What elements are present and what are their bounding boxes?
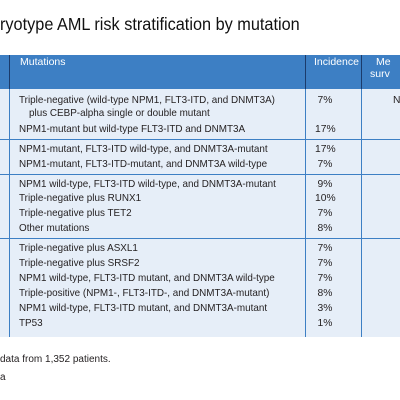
mutation-cell: NPM1 wild-type, FLT3-ITD mutant, and DNM… [19, 303, 268, 314]
table-row: Other mutations 8% [0, 221, 400, 236]
group-divider [0, 139, 400, 140]
incidence-cell: 8% [317, 288, 333, 299]
survival-cell: N [393, 95, 400, 106]
mutation-cell: NPM1-mutant but wild-type FLT3-ITD and D… [19, 124, 246, 135]
table-row: TP53 1% [0, 316, 400, 331]
table-row: NPM1 wild-type, FLT3-ITD mutant, and DNM… [0, 271, 400, 286]
table-row: NPM1-mutant, FLT3-ITD wild-type, and DNM… [0, 142, 400, 157]
incidence-cell: 9% [317, 179, 333, 190]
mutation-cell: Triple-positive (NPM1-, FLT3-ITD-, and D… [19, 288, 270, 299]
table-row: Triple-negative plus TET2 7% [0, 206, 400, 221]
header-divider [361, 55, 362, 89]
mutation-cell: Triple-negative plus RUNX1 [19, 193, 142, 204]
group-divider [0, 238, 400, 239]
table-header: Mutations Incidence Me surv [0, 55, 400, 89]
header-divider [9, 55, 10, 89]
table-row: NPM1 wild-type, FLT3-ITD wild-type, and … [0, 177, 400, 192]
mutation-cell: Triple-negative (wild-type NPM1, FLT3-IT… [19, 95, 275, 106]
mutation-cell: NPM1 wild-type, FLT3-ITD wild-type, and … [19, 179, 276, 190]
incidence-cell: 7% [317, 159, 333, 170]
footnote: a [0, 372, 6, 383]
incidence-column-header: Incidence [314, 56, 359, 68]
incidence-cell: 10% [315, 193, 336, 204]
table-row: Triple-negative plus RUNX1 10% [0, 191, 400, 206]
table-row: NPM1 wild-type, FLT3-ITD mutant, and DNM… [0, 301, 400, 316]
incidence-cell: 7% [317, 243, 333, 254]
survival-column-header-line2: surv [370, 68, 390, 80]
mutation-cell: Triple-negative plus ASXL1 [19, 243, 138, 254]
mutations-column-header: Mutations [20, 56, 66, 68]
mutation-cell: NPM1 wild-type, FLT3-ITD mutant, and DNM… [19, 273, 275, 284]
incidence-cell: 7% [317, 208, 333, 219]
table-title: ryotype AML risk stratification by mutat… [0, 14, 300, 34]
incidence-cell: 1% [317, 318, 333, 329]
incidence-cell: 17% [315, 144, 336, 155]
table-row: NPM1-mutant, FLT3-ITD-mutant, and DNMT3A… [0, 157, 400, 172]
table-row: NPM1-mutant but wild-type FLT3-ITD and D… [0, 122, 400, 137]
column-divider [361, 89, 362, 337]
footnote: data from 1,352 patients. [0, 354, 111, 365]
group-divider [0, 174, 400, 175]
table-row: Triple-negative plus ASXL1 7% [0, 241, 400, 256]
incidence-cell: 8% [317, 223, 333, 234]
mutation-risk-table: Mutations Incidence Me surv Triple-negat… [0, 55, 400, 337]
table-row: Triple-positive (NPM1-, FLT3-ITD-, and D… [0, 286, 400, 301]
column-divider [9, 89, 10, 337]
incidence-cell: 7% [317, 273, 333, 284]
mutation-cell: Triple-negative plus SRSF2 [19, 258, 140, 269]
mutation-cell: plus CEBP-alpha single or double mutant [29, 108, 210, 119]
mutation-cell: TP53 [19, 318, 43, 329]
incidence-cell: 7% [317, 258, 333, 269]
table-row: Triple-negative (wild-type NPM1, FLT3-IT… [0, 93, 400, 108]
mutation-cell: Other mutations [19, 223, 90, 234]
survival-column-header-line1: Me [376, 56, 391, 68]
table-row: plus CEBP-alpha single or double mutant [0, 106, 400, 121]
incidence-cell: 7% [317, 95, 333, 106]
incidence-cell: 3% [317, 303, 333, 314]
mutation-cell: Triple-negative plus TET2 [19, 208, 132, 219]
column-divider [305, 89, 306, 337]
table-row: Triple-negative plus SRSF2 7% [0, 256, 400, 271]
mutation-cell: NPM1-mutant, FLT3-ITD-mutant, and DNMT3A… [19, 159, 268, 170]
mutation-cell: NPM1-mutant, FLT3-ITD wild-type, and DNM… [19, 144, 268, 155]
incidence-cell: 17% [315, 124, 336, 135]
header-divider [305, 55, 306, 89]
